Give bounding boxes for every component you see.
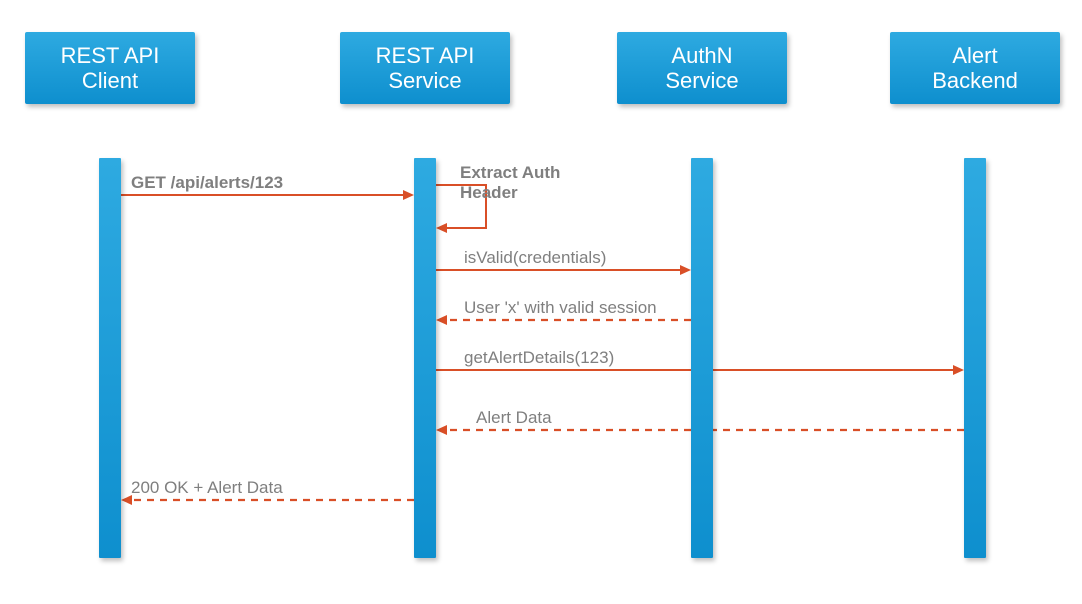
message-label-0: GET /api/alerts/123 [131,173,283,193]
message-label-3: getAlertDetails(123) [464,348,614,368]
message-label-5: 200 OK + Alert Data [131,478,283,498]
message-label-4: Alert Data [476,408,552,428]
lifeline-backend [964,158,986,558]
participant-service: REST API Service [340,32,510,104]
message-label-2: User 'x' with valid session [464,298,657,318]
participant-authn: AuthN Service [617,32,787,104]
message-label-1: isValid(credentials) [464,248,606,268]
participant-client: REST API Client [25,32,195,104]
lifeline-authn [691,158,713,558]
participant-backend: Alert Backend [890,32,1060,104]
sequence-diagram: REST API Client REST API Service AuthN Ser… [0,0,1082,604]
lifeline-client [99,158,121,558]
self-message-label: Extract Auth Header [460,163,560,203]
lifeline-service [414,158,436,558]
